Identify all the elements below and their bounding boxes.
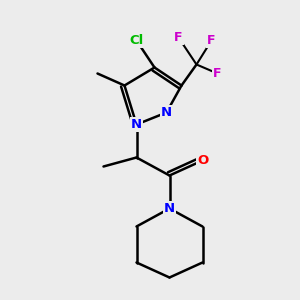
Text: N: N — [161, 106, 172, 119]
Text: F: F — [213, 67, 222, 80]
Text: Cl: Cl — [129, 34, 144, 47]
Text: O: O — [197, 154, 208, 167]
Text: F: F — [213, 67, 222, 80]
Text: N: N — [131, 118, 142, 131]
Text: F: F — [207, 34, 216, 47]
Text: O: O — [197, 154, 208, 167]
Text: F: F — [207, 34, 216, 47]
Text: F: F — [174, 31, 183, 44]
Text: N: N — [164, 202, 175, 215]
Text: Cl: Cl — [129, 34, 144, 47]
Text: F: F — [174, 31, 183, 44]
